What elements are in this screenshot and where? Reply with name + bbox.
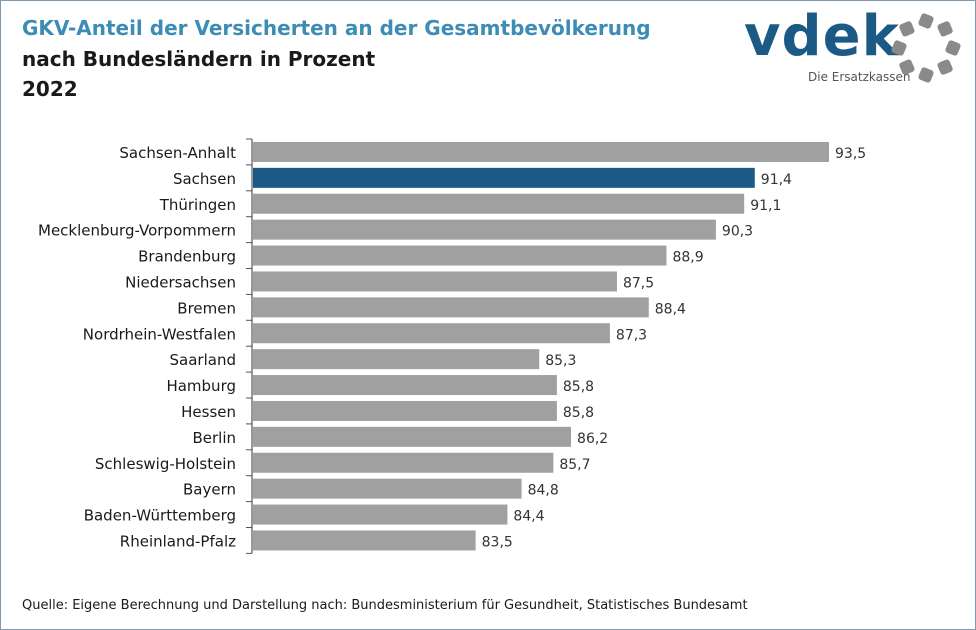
bar [253, 219, 716, 240]
category-label: Berlin [192, 429, 236, 447]
chart-year: 2022 [22, 77, 78, 101]
value-label: 93,5 [835, 146, 866, 162]
category-label: Baden-Württemberg [84, 507, 236, 525]
bar [253, 167, 755, 188]
value-label: 88,4 [655, 301, 686, 317]
bar [253, 478, 522, 499]
logo-ring-icon [891, 13, 961, 83]
value-label: 88,9 [672, 250, 703, 266]
bar [253, 504, 508, 525]
bar [253, 375, 557, 396]
bar [253, 271, 617, 292]
value-label: 83,5 [482, 534, 513, 550]
value-label: 87,5 [623, 275, 654, 291]
value-label: 85,8 [563, 405, 594, 421]
category-label: Nordrhein-Westfalen [83, 325, 236, 343]
category-label: Saarland [170, 351, 236, 369]
value-label: 91,1 [750, 198, 781, 214]
value-label: 90,3 [722, 224, 753, 240]
logo-ring-segment [937, 59, 953, 75]
logo-ring-segment [891, 40, 907, 56]
chart-subtitle: nach Bundesländern in Prozent [22, 47, 376, 71]
category-label: Bremen [177, 299, 236, 317]
category-label: Sachsen [173, 170, 236, 188]
logo-ring-segment [899, 21, 915, 37]
logo-ring-segment [945, 40, 961, 56]
category-label: Thüringen [159, 196, 236, 214]
category-label: Bayern [183, 481, 236, 499]
category-label: Schleswig-Holstein [95, 455, 236, 473]
bar [253, 193, 745, 214]
bar [253, 400, 557, 421]
value-label: 84,4 [513, 509, 544, 525]
category-label: Rheinland-Pfalz [120, 532, 236, 550]
logo-ring-segment [937, 21, 953, 37]
bar [253, 297, 649, 318]
category-label: Sachsen-Anhalt [119, 144, 236, 162]
vdek-logo: vdek Die Ersatzkassen [740, 4, 965, 90]
logo-tagline: Die Ersatzkassen [808, 70, 911, 84]
source-note: Quelle: Eigene Berechnung und Darstellun… [22, 598, 748, 613]
category-label: Brandenburg [138, 248, 236, 266]
category-label: Mecklenburg-Vorpommern [38, 222, 236, 240]
value-label: 87,3 [616, 327, 647, 343]
value-label: 91,4 [761, 172, 792, 188]
value-label: 86,2 [577, 431, 608, 447]
bar [253, 349, 540, 370]
bar [253, 530, 476, 551]
category-label: Niedersachsen [125, 273, 236, 291]
logo-ring-segment [918, 13, 934, 29]
bar [253, 323, 610, 344]
category-label: Hamburg [166, 377, 236, 395]
value-label: 85,3 [545, 353, 576, 369]
bar [253, 426, 572, 447]
bar [253, 141, 829, 162]
value-label: 85,8 [563, 379, 594, 395]
value-label: 85,7 [559, 457, 590, 473]
logo-ring-segment [918, 67, 934, 83]
value-label: 84,8 [528, 483, 559, 499]
bar [253, 245, 667, 266]
bar [253, 452, 554, 473]
category-label: Hessen [181, 403, 236, 421]
chart-title: GKV-Anteil der Versicherten an der Gesam… [22, 16, 651, 40]
logo-wordmark: vdek [744, 4, 900, 69]
logo-ring-segment [899, 59, 915, 75]
